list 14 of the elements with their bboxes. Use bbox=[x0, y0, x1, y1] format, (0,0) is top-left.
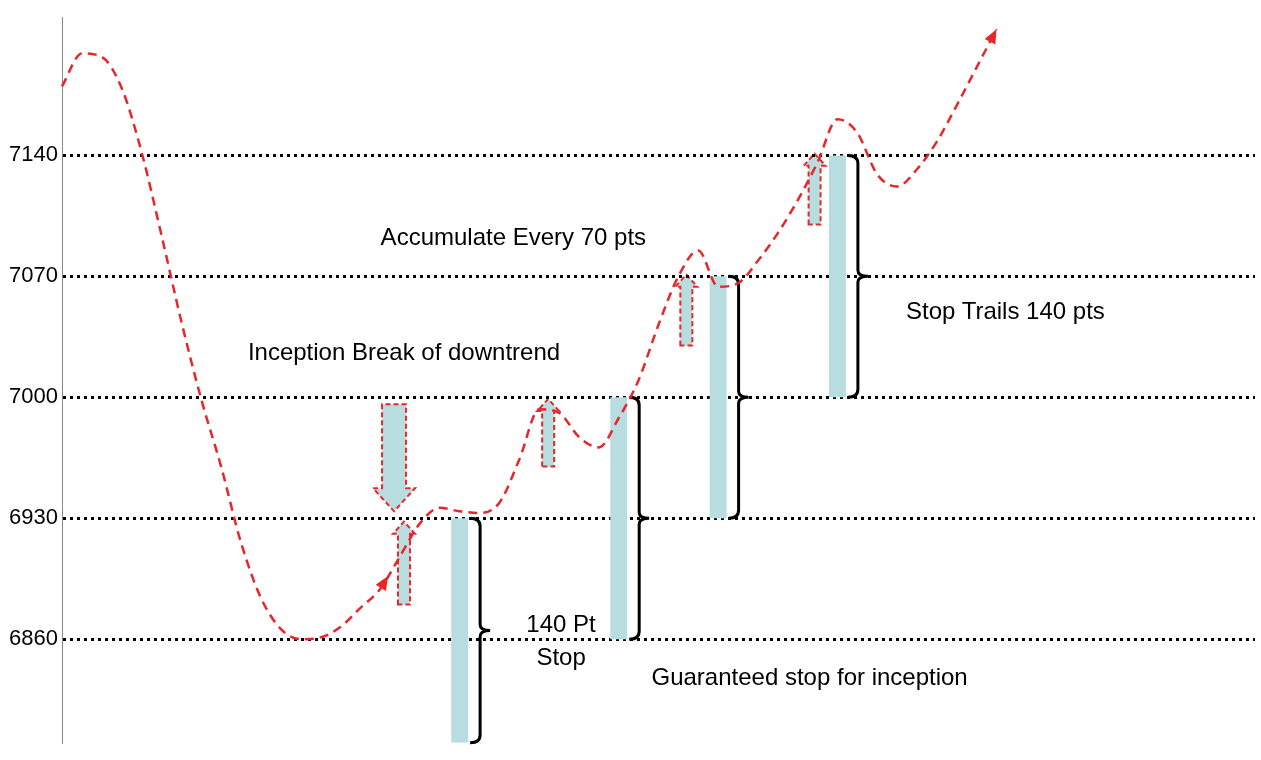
bar bbox=[451, 518, 469, 743]
annotation: Inception Break of downtrend bbox=[247, 337, 561, 368]
y-tick-label: 7140 bbox=[9, 141, 58, 167]
bar bbox=[610, 397, 628, 640]
annotation: 140 Pt Stop bbox=[525, 609, 597, 673]
bar bbox=[709, 276, 727, 519]
y-tick-label: 7070 bbox=[9, 262, 58, 288]
y-tick-label: 6930 bbox=[9, 504, 58, 530]
annotation: Accumulate Every 70 pts bbox=[380, 221, 647, 252]
y-tick-label: 6860 bbox=[9, 625, 58, 651]
y-tick-label: 7000 bbox=[9, 383, 58, 409]
annotation: Stop Trails 140 pts bbox=[906, 296, 1105, 327]
annotation: Guaranteed stop for inception bbox=[651, 662, 968, 693]
bar bbox=[829, 155, 846, 398]
